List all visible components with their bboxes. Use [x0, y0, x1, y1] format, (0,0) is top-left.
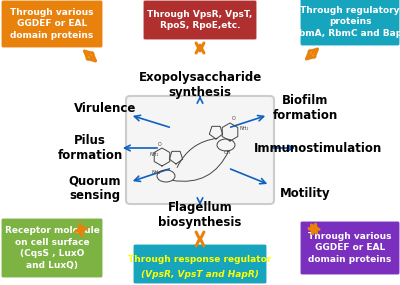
Text: O: O [158, 142, 162, 147]
FancyBboxPatch shape [133, 244, 267, 284]
Text: NH₂: NH₂ [150, 152, 159, 157]
Text: Through response regulator: Through response regulator [128, 255, 272, 264]
Text: Through various
GGDEF or EAL
domain proteins: Through various GGDEF or EAL domain prot… [308, 232, 392, 264]
FancyBboxPatch shape [1, 0, 103, 48]
FancyBboxPatch shape [143, 0, 257, 40]
Text: Virulence: Virulence [74, 101, 136, 115]
Text: Quorum
sensing: Quorum sensing [69, 174, 121, 202]
Text: Through VpsR, VpsT,
RpoS, RpoE,etc.: Through VpsR, VpsT, RpoS, RpoE,etc. [147, 10, 253, 30]
Text: Exopolysaccharide
synthesis: Exopolysaccharide synthesis [138, 71, 262, 99]
Text: Motility: Motility [280, 186, 330, 200]
FancyBboxPatch shape [1, 218, 103, 278]
Text: NH₂: NH₂ [240, 126, 249, 131]
FancyBboxPatch shape [300, 221, 400, 275]
Text: O: O [232, 116, 236, 121]
Text: Through various
GGDEF or EAL
domain proteins: Through various GGDEF or EAL domain prot… [10, 8, 94, 40]
Text: OH: OH [224, 150, 232, 155]
Text: Flagellum
biosynthesis: Flagellum biosynthesis [158, 201, 242, 229]
Text: Receptor molecule
on cell surface
(CqsS , LuxO
and LuxQ): Receptor molecule on cell surface (CqsS … [4, 226, 100, 270]
Text: NH₂: NH₂ [152, 170, 161, 175]
Text: Pilus
formation: Pilus formation [57, 134, 123, 162]
FancyBboxPatch shape [126, 96, 274, 204]
FancyBboxPatch shape [300, 0, 400, 46]
Text: Immunostimulation: Immunostimulation [254, 141, 382, 154]
Text: (VpsR, VpsT and HapR): (VpsR, VpsT and HapR) [141, 270, 259, 278]
Text: Through regulatory
proteins
RbmA, RbmC and Bap1: Through regulatory proteins RbmA, RbmC a… [292, 6, 400, 38]
Text: Biofilm
formation: Biofilm formation [272, 94, 338, 122]
